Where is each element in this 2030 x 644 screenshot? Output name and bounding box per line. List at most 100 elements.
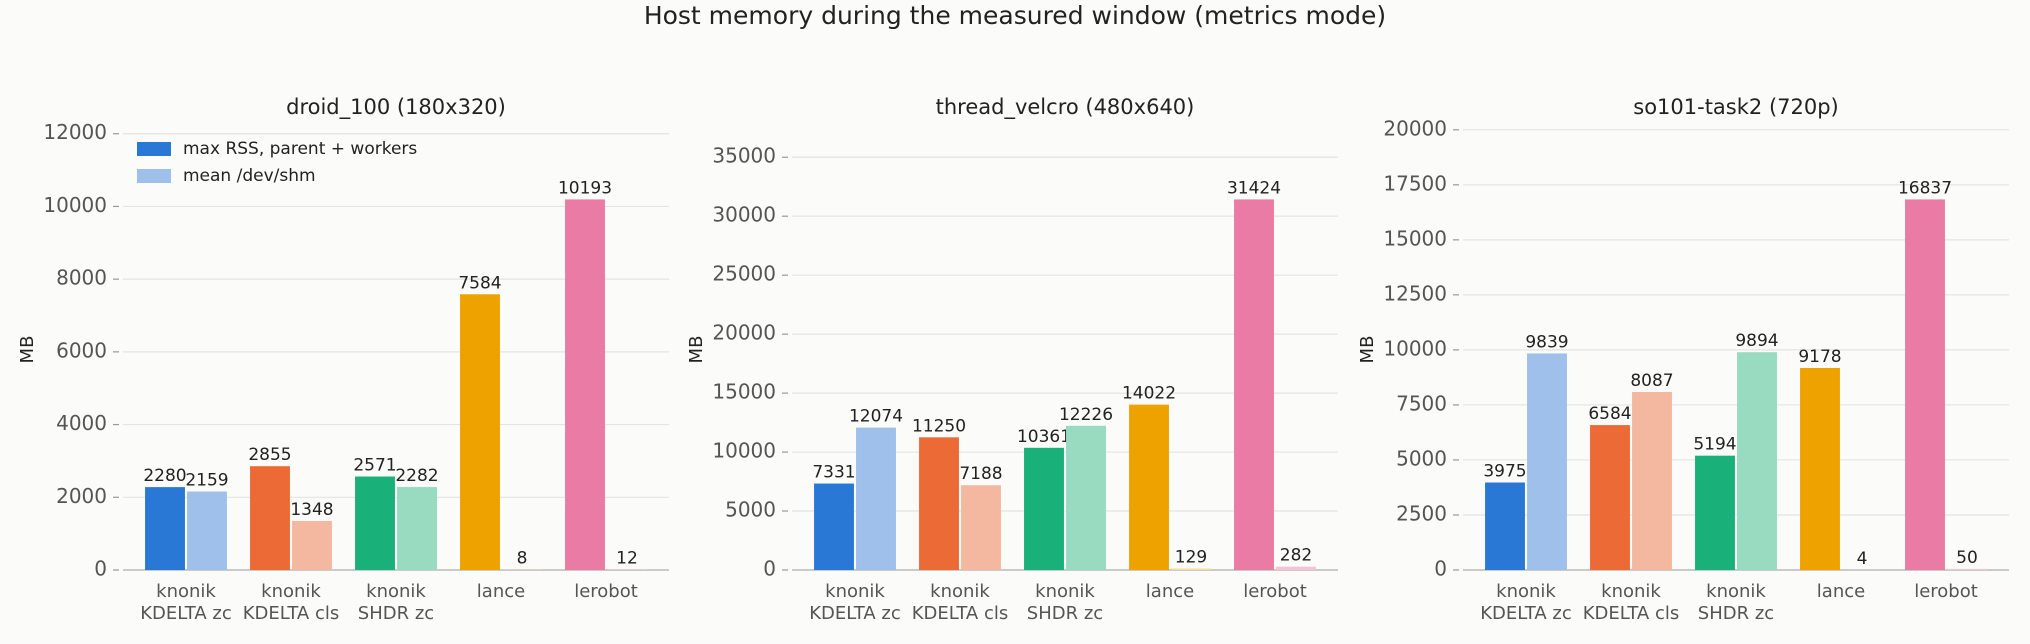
x-tick-label-line: SHDR zc (1027, 603, 1103, 624)
value-label: 5194 (1693, 435, 1736, 455)
bar (1695, 455, 1735, 570)
x-tick-label: lance (1817, 581, 1865, 602)
x-tick-label-line: lance (1817, 581, 1865, 602)
value-label: 10193 (558, 178, 612, 198)
x-tick-label-line: KDELTA cls (1583, 603, 1680, 624)
y-tick-label: 12500 (1383, 281, 1447, 305)
x-tick-label-line: KDELTA zc (809, 603, 901, 624)
bar (1737, 352, 1777, 570)
bar (1800, 367, 1840, 570)
y-axis-label: MB (1357, 336, 1378, 364)
x-tick-label: lance (1146, 581, 1194, 602)
value-label: 12 (616, 549, 638, 569)
x-tick-label-line: KDELTA zc (140, 603, 232, 624)
value-label: 129 (1175, 547, 1207, 567)
bar (460, 294, 500, 570)
y-tick-label: 15000 (1383, 226, 1447, 250)
x-tick-label: lerobot (1243, 581, 1307, 602)
legend-label: max RSS, parent + workers (183, 139, 417, 159)
bar (1276, 566, 1316, 570)
bar (565, 199, 605, 570)
bar (1066, 425, 1106, 570)
value-label: 7331 (812, 463, 855, 483)
value-label: 2571 (353, 456, 396, 476)
x-tick-label-line: lerobot (1914, 581, 1978, 602)
y-axis-label: MB (17, 336, 38, 364)
bar (1905, 199, 1945, 571)
x-tick-label-line: knonik (825, 581, 885, 602)
y-tick-label: 15000 (712, 380, 776, 404)
value-label: 2159 (185, 471, 228, 491)
value-label: 6584 (1588, 404, 1631, 424)
value-label: 2282 (395, 466, 438, 486)
y-tick-label: 8000 (56, 266, 107, 290)
y-tick-label: 35000 (712, 144, 776, 168)
value-label: 8 (517, 549, 528, 569)
value-label: 11250 (912, 416, 966, 436)
y-tick-label: 5000 (1396, 446, 1447, 470)
x-tick-label-line: lerobot (1243, 581, 1307, 602)
legend-swatch (137, 142, 171, 156)
x-tick-label-line: knonik (1706, 581, 1766, 602)
value-label: 50 (1956, 548, 1978, 568)
y-tick-label: 10000 (712, 439, 776, 463)
figure-title: Host memory during the measured window (… (644, 1, 1386, 30)
y-tick-label: 10000 (43, 193, 107, 217)
value-label: 9178 (1798, 347, 1841, 367)
x-tick-label-line: knonik (1035, 581, 1095, 602)
y-tick-label: 4000 (56, 411, 107, 435)
legend-label: mean /dev/shm (183, 166, 316, 186)
bar (1129, 404, 1169, 570)
value-label: 3975 (1483, 462, 1526, 482)
x-tick-label-line: KDELTA cls (912, 603, 1009, 624)
x-tick-label-line: knonik (261, 581, 321, 602)
y-tick-label: 10000 (1383, 336, 1447, 360)
value-label: 4 (1857, 549, 1868, 569)
x-tick-label-line: lance (1146, 581, 1194, 602)
bar (187, 491, 227, 570)
y-tick-label: 25000 (712, 262, 776, 286)
value-label: 12226 (1059, 405, 1113, 425)
y-tick-label: 0 (94, 557, 107, 581)
bar (961, 485, 1001, 570)
x-tick-label: knonik SHDR zc (1698, 581, 1774, 624)
subplot-title: thread_velcro (480x640) (936, 95, 1195, 120)
y-tick-label: 12000 (43, 120, 107, 144)
bar (292, 520, 332, 570)
value-label: 31424 (1227, 178, 1281, 198)
x-tick-label: knonik KDELTA cls (1583, 581, 1680, 624)
value-label: 7188 (959, 464, 1002, 484)
y-tick-label: 2500 (1396, 501, 1447, 525)
y-axis-label: MB (686, 336, 707, 364)
value-label: 16837 (1898, 178, 1952, 198)
bar (250, 466, 290, 570)
bar (1947, 568, 1987, 570)
bar (1024, 447, 1064, 570)
y-tick-label: 17500 (1383, 171, 1447, 195)
bar (814, 483, 854, 570)
x-tick-label: knonik KDELTA zc (809, 581, 901, 624)
value-label: 2280 (143, 466, 186, 486)
bar (1527, 353, 1567, 570)
x-tick-label: knonik SHDR zc (1027, 581, 1103, 624)
x-tick-label-line: lance (477, 581, 525, 602)
x-tick-label: lerobot (574, 581, 638, 602)
x-tick-label: knonik SHDR zc (358, 581, 434, 624)
bar (1234, 199, 1274, 570)
value-label: 1348 (290, 500, 333, 520)
value-label: 7584 (458, 273, 501, 293)
value-label: 10361 (1017, 427, 1071, 447)
bar (919, 437, 959, 570)
x-tick-label-line: KDELTA cls (243, 603, 340, 624)
value-label: 8087 (1630, 371, 1673, 391)
y-tick-label: 0 (1434, 557, 1447, 581)
value-label: 2855 (248, 445, 291, 465)
x-tick-label: knonik KDELTA cls (912, 581, 1009, 624)
x-tick-label-line: lerobot (574, 581, 638, 602)
x-tick-label-line: SHDR zc (358, 603, 434, 624)
bar (397, 487, 437, 570)
bar (1485, 482, 1525, 570)
x-tick-label-line: knonik (1601, 581, 1661, 602)
x-tick-label: knonik KDELTA zc (1480, 581, 1572, 624)
x-tick-label: lance (477, 581, 525, 602)
